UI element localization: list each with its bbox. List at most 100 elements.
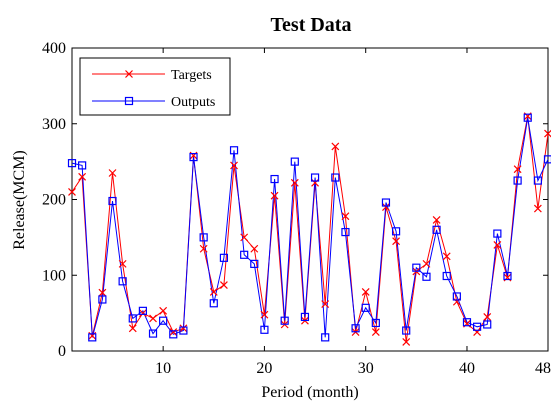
y-axis-label: Release(MCM) <box>11 150 28 250</box>
data-point-targets <box>159 306 168 315</box>
data-point-targets <box>209 287 218 296</box>
data-point-outputs <box>88 333 97 342</box>
data-point-targets <box>371 328 380 336</box>
data-point-targets <box>149 314 157 323</box>
data-point-outputs <box>108 196 117 206</box>
y-tick-label: 200 <box>42 192 66 209</box>
y-tick-label: 100 <box>42 267 66 284</box>
legend-marker-targets <box>125 70 133 78</box>
series-markers <box>67 112 551 346</box>
data-point-outputs <box>442 271 451 281</box>
data-point-targets <box>230 161 238 170</box>
data-point-targets <box>169 328 178 336</box>
data-point-targets <box>321 300 330 308</box>
data-point-outputs <box>391 227 401 236</box>
data-point-targets <box>483 312 492 321</box>
data-point-outputs <box>148 329 158 338</box>
data-point-outputs <box>513 176 522 185</box>
data-point-targets <box>250 244 259 253</box>
data-point-outputs <box>78 161 87 170</box>
data-point-targets <box>361 287 370 296</box>
data-point-outputs <box>138 306 147 315</box>
data-point-outputs <box>543 155 551 164</box>
data-point-outputs <box>432 225 441 234</box>
data-point-outputs <box>402 326 411 335</box>
data-point-outputs <box>341 227 350 237</box>
data-point-outputs <box>128 314 137 323</box>
data-point-targets <box>240 233 249 242</box>
data-point-outputs <box>169 330 178 339</box>
data-point-targets <box>331 142 340 151</box>
data-point-targets <box>493 241 502 249</box>
data-point-outputs <box>473 322 482 331</box>
data-point-outputs <box>503 271 512 281</box>
x-tick-label: 10 <box>155 360 171 377</box>
data-point-targets <box>270 191 279 200</box>
data-point-targets <box>108 169 117 177</box>
data-point-outputs <box>290 157 299 166</box>
data-point-targets <box>78 172 87 181</box>
y-tick-label: 300 <box>42 116 66 133</box>
data-point-outputs <box>209 299 218 308</box>
data-point-targets <box>290 178 299 187</box>
data-point-outputs <box>452 292 461 301</box>
data-point-outputs <box>240 250 249 259</box>
data-point-outputs <box>179 326 188 335</box>
y-tick-label: 400 <box>42 40 66 57</box>
data-point-outputs <box>199 233 208 242</box>
data-point-targets <box>68 188 76 196</box>
data-point-targets <box>219 281 228 290</box>
data-point-targets <box>260 310 269 319</box>
data-point-targets <box>128 324 137 333</box>
data-point-outputs <box>351 324 360 333</box>
data-point-outputs <box>260 325 269 334</box>
data-point-targets <box>432 216 441 224</box>
legend-label-outputs: Outputs <box>171 95 215 110</box>
data-point-outputs <box>250 259 259 268</box>
x-axis-label: Period (month) <box>261 384 358 401</box>
data-point-outputs <box>321 333 330 342</box>
data-point-outputs <box>310 173 320 182</box>
x-tick-label: 48 <box>535 360 551 377</box>
data-point-outputs <box>483 320 492 329</box>
x-tick-label: 20 <box>256 360 272 377</box>
data-point-outputs <box>533 176 542 185</box>
x-tick-label: 40 <box>459 360 475 377</box>
data-point-targets <box>179 324 188 333</box>
data-point-targets <box>513 165 522 174</box>
x-tick-label: 30 <box>358 360 374 377</box>
data-point-outputs <box>229 146 239 155</box>
legend-label-targets: Targets <box>171 68 212 83</box>
data-point-outputs <box>381 198 391 207</box>
data-point-outputs <box>300 312 310 322</box>
data-point-outputs <box>422 272 431 281</box>
data-point-targets <box>533 204 542 213</box>
data-point-targets <box>402 337 411 346</box>
data-point-targets <box>118 259 127 268</box>
data-point-outputs <box>219 253 229 262</box>
data-point-outputs <box>98 295 107 304</box>
data-point-outputs <box>462 318 472 327</box>
data-point-outputs <box>270 174 279 184</box>
data-point-targets <box>442 252 451 261</box>
data-point-targets <box>544 129 551 138</box>
data-point-targets <box>98 288 107 297</box>
data-point-outputs <box>159 316 168 325</box>
data-point-targets <box>341 212 350 221</box>
axis-ticks: 0 100 200 300 400 10 20 30 40 48 <box>42 40 551 377</box>
legend-marker-outputs <box>124 96 134 106</box>
data-point-targets <box>422 259 431 268</box>
chart-title: Test Data <box>271 14 352 36</box>
data-point-targets <box>382 203 390 211</box>
data-point-outputs <box>523 113 532 122</box>
data-point-outputs <box>361 303 370 312</box>
y-tick-label: 0 <box>58 343 66 360</box>
data-point-outputs <box>331 173 340 182</box>
data-point-outputs <box>371 318 380 328</box>
data-point-outputs <box>280 316 289 325</box>
legend-box <box>79 57 231 116</box>
data-point-outputs <box>118 277 127 286</box>
data-point-outputs <box>189 152 198 162</box>
data-point-targets <box>138 309 147 318</box>
